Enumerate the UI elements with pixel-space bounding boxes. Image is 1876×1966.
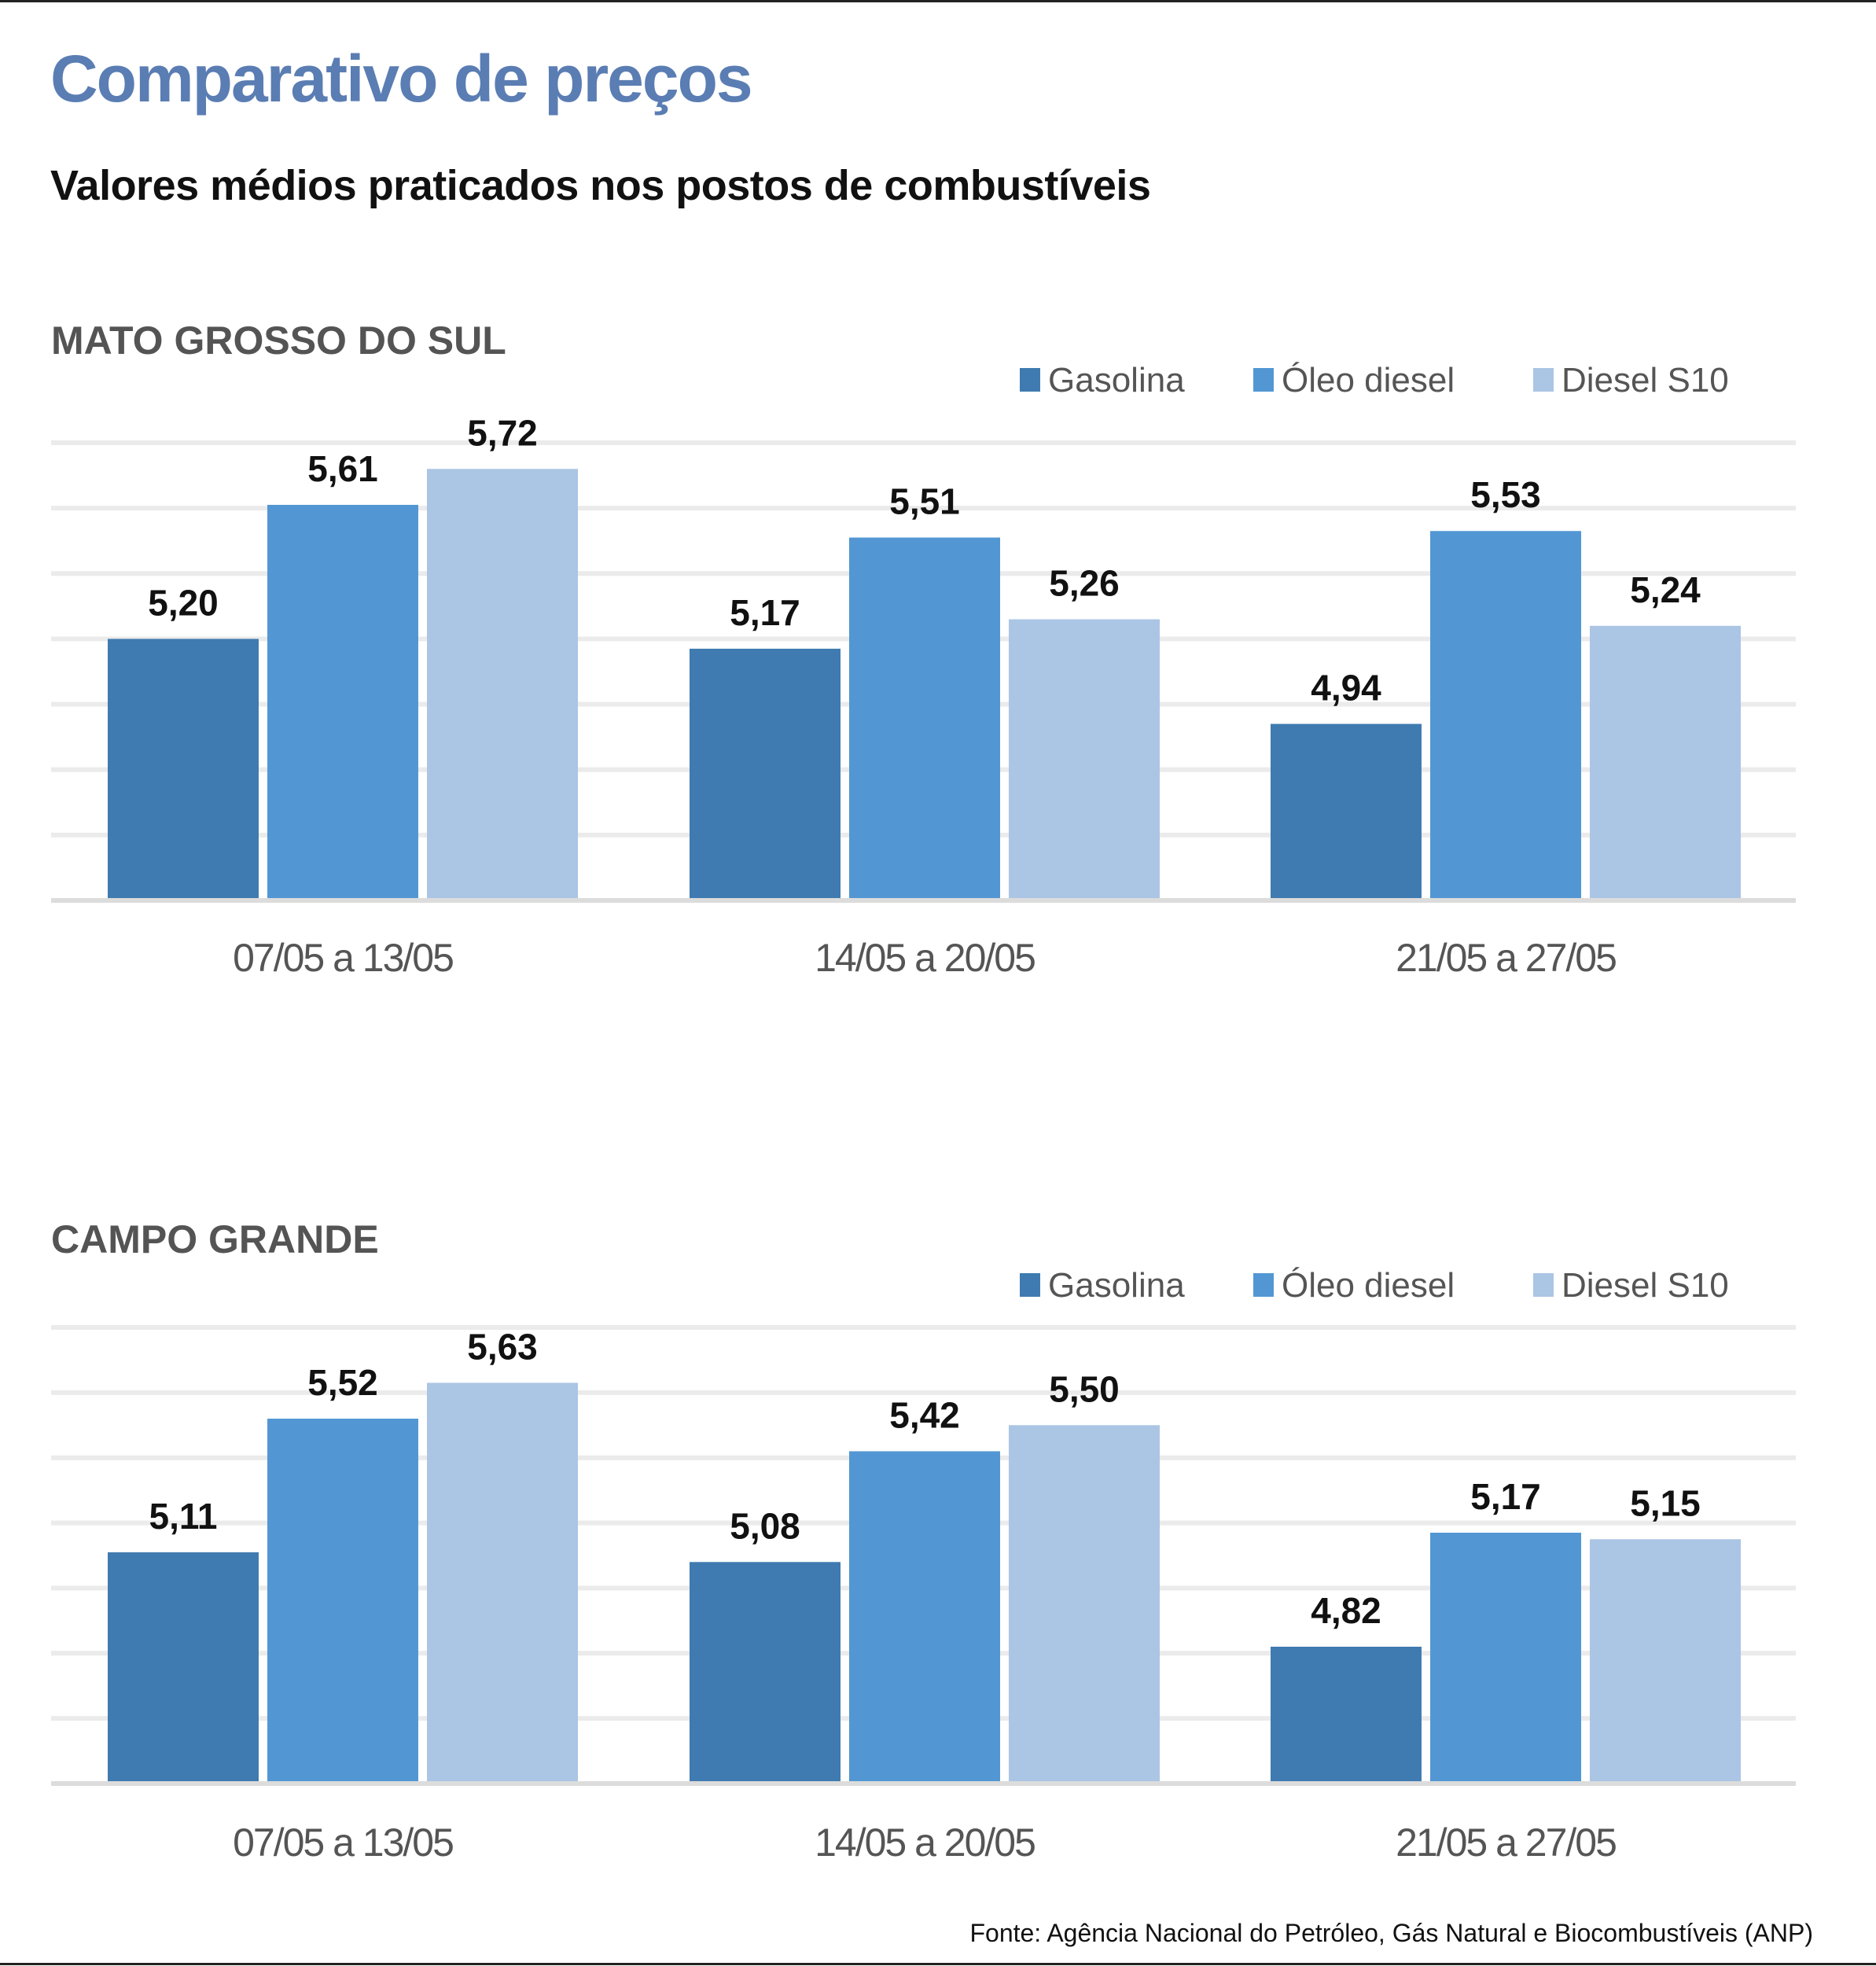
- legend-swatch: [1253, 1273, 1274, 1297]
- x-tick-label: 14/05 a 20/05: [815, 936, 1035, 980]
- data-label: 5,20: [148, 582, 219, 623]
- legend-label: Gasolina: [1048, 361, 1185, 399]
- legend-swatch: [1020, 368, 1040, 392]
- x-tick-label: 07/05 a 13/05: [233, 1821, 453, 1865]
- bar-óleo-diesel: [267, 1419, 418, 1781]
- bar-óleo-diesel: [1430, 531, 1581, 898]
- x-tick-label: 14/05 a 20/05: [815, 1821, 1035, 1865]
- bar-diesel-s10: [1590, 1539, 1741, 1781]
- chart-title: CAMPO GRANDE: [51, 1217, 379, 1261]
- data-label: 5,26: [1049, 562, 1120, 603]
- gridline: [51, 898, 1796, 903]
- data-label: 5,42: [889, 1394, 960, 1435]
- bar-óleo-diesel: [1430, 1533, 1581, 1781]
- data-label: 5,63: [467, 1326, 538, 1367]
- data-label: 5,08: [730, 1505, 800, 1546]
- data-label: 5,17: [1470, 1476, 1541, 1517]
- data-label: 5,15: [1630, 1482, 1701, 1523]
- data-label: 5,72: [467, 412, 538, 453]
- bar-gasolina: [690, 1562, 841, 1781]
- chart-title: MATO GROSSO DO SUL: [51, 318, 506, 363]
- source-note: Fonte: Agência Nacional do Petróleo, Gás…: [969, 1919, 1813, 1947]
- legend-label: Gasolina: [1048, 1266, 1185, 1305]
- data-label: 5,61: [307, 448, 378, 489]
- top-rule: [0, 0, 1876, 2]
- data-label: 5,52: [307, 1362, 378, 1403]
- x-tick-label: 21/05 a 27/05: [1396, 1821, 1616, 1865]
- gridline: [51, 506, 1796, 511]
- legend-label: Diesel S10: [1561, 361, 1729, 399]
- legend-swatch: [1020, 1273, 1040, 1297]
- bar-gasolina: [1271, 1647, 1422, 1781]
- bar-diesel-s10: [1009, 619, 1160, 898]
- x-tick-label: 21/05 a 27/05: [1396, 936, 1616, 980]
- bar-gasolina: [1271, 723, 1422, 898]
- legend-swatch: [1533, 1273, 1554, 1297]
- data-label: 5,50: [1049, 1368, 1120, 1409]
- legend-swatch: [1253, 368, 1274, 392]
- x-tick-label: 07/05 a 13/05: [233, 936, 453, 980]
- bar-diesel-s10: [1590, 625, 1741, 898]
- data-label: 5,53: [1470, 474, 1541, 515]
- gridline: [51, 1390, 1796, 1395]
- bar-gasolina: [690, 648, 841, 898]
- bar-diesel-s10: [1009, 1425, 1160, 1781]
- bar-óleo-diesel: [849, 1451, 1000, 1781]
- page-subtitle: Valores médios praticados nos postos de …: [50, 162, 1151, 209]
- gridline: [51, 440, 1796, 445]
- bar-óleo-diesel: [849, 537, 1000, 898]
- legend-swatch: [1533, 368, 1554, 392]
- data-label: 4,82: [1311, 1590, 1381, 1631]
- bar-diesel-s10: [427, 469, 578, 898]
- gridline: [51, 1325, 1796, 1330]
- data-label: 4,94: [1311, 668, 1381, 709]
- data-label: 5,24: [1630, 569, 1701, 610]
- gridline: [51, 1781, 1796, 1786]
- bar-gasolina: [108, 1552, 259, 1781]
- page-title: Comparativo de preços: [50, 42, 753, 116]
- legend-label: Óleo diesel: [1282, 1266, 1455, 1305]
- bottom-rule: [0, 1963, 1876, 1965]
- data-label: 5,51: [889, 481, 960, 522]
- bar-óleo-diesel: [267, 504, 418, 898]
- bar-diesel-s10: [427, 1382, 578, 1781]
- data-label: 5,11: [149, 1496, 218, 1537]
- bar-gasolina: [108, 639, 259, 898]
- legend-label: Diesel S10: [1561, 1266, 1729, 1305]
- legend-label: Óleo diesel: [1282, 361, 1455, 399]
- data-label: 5,17: [730, 592, 800, 633]
